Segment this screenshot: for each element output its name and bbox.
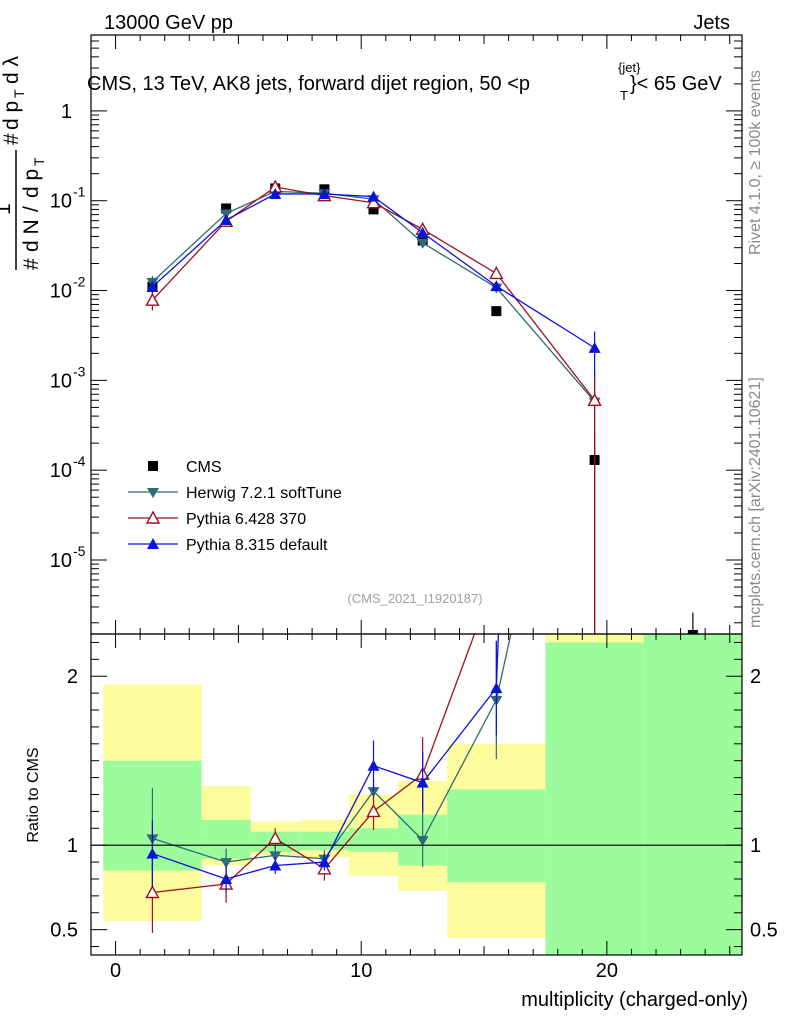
legend-marker-pythia8: [147, 538, 159, 549]
plot-title-sup: {jet}: [618, 60, 641, 75]
pythia8-ratio-point: [146, 847, 159, 859]
ratio-tick-label-right-2: 0.5: [750, 920, 778, 942]
herwig-ratio-point: [220, 858, 233, 869]
pythia6-ratio-point: [268, 830, 283, 845]
pythia6-ratio-point: [145, 885, 160, 899]
category-label: Jets: [693, 12, 730, 34]
cms-main-point-clipped: [687, 630, 698, 634]
svg-text:d N: d N: [20, 219, 43, 252]
y-tick-exp-4: -4: [73, 453, 86, 469]
pythia8-main-point: [367, 190, 380, 202]
pythia6-main-point: [366, 195, 381, 209]
svg-text:d p: d p: [0, 101, 23, 130]
svg-text:#: #: [0, 133, 23, 145]
pythia8-main-point: [318, 187, 331, 199]
pythia8-main-point: [220, 214, 233, 226]
pythia8-main-point: [269, 187, 282, 199]
pythia6-main-point: [587, 392, 602, 406]
pythia8-ratio-point: [220, 872, 233, 884]
legend-marker-pythia6: [145, 510, 161, 524]
ratio-tick-label-left-1: 1: [67, 835, 78, 857]
y-tick-exp-5: -5: [73, 543, 86, 559]
energy-label: 13000 GeV pp: [104, 12, 233, 34]
pythia8-main-line: [151, 193, 595, 349]
band-green-7: [545, 642, 644, 955]
pythia6-main-line: [151, 186, 596, 401]
pythia8-main-point: [146, 280, 159, 292]
cms-main-point: [221, 203, 232, 214]
mcplots-label: mcplots.cern.ch [arXiv:2401.10621]: [747, 377, 764, 628]
pythia6-main-point: [145, 292, 160, 306]
y-tick-label-4: 10: [50, 460, 72, 482]
cms-main-point: [491, 306, 502, 317]
pythia6-main-point: [489, 265, 504, 280]
y-tick-label-0: 1: [61, 101, 72, 123]
svg-text:d p: d p: [20, 169, 43, 198]
herwig-main-point: [416, 238, 429, 249]
plot-title: CMS, 13 TeV, AK8 jets, forward dijet reg…: [87, 60, 722, 103]
main-series: [145, 179, 698, 634]
y-tick-exp-1: -1: [73, 184, 86, 200]
pythia6-ratio-point: [366, 803, 381, 818]
x-axis-title: multiplicity (charged-only): [521, 989, 748, 1011]
y-tick-label-3: 10: [50, 370, 72, 392]
plot-title-main: CMS, 13 TeV, AK8 jets, forward dijet reg…: [87, 73, 530, 95]
cms-main-point: [368, 204, 379, 215]
pythia8-ratio-line: [152, 634, 500, 880]
svg-text:d λ: d λ: [0, 55, 23, 84]
band-green-6: [447, 789, 546, 883]
x-tick-label-1: 10: [350, 960, 372, 982]
ratio-tick-label-right-1: 1: [750, 835, 761, 857]
x-tick-label-0: 0: [110, 960, 121, 982]
pythia8-ratio-point: [490, 682, 503, 694]
herwig-ratio-point: [269, 851, 282, 862]
band-green-8: [643, 634, 742, 955]
herwig-main-line: [151, 190, 596, 403]
svg-text:1: 1: [0, 203, 15, 215]
y-axis-title: # d N / d p T 1 # d p T d λ # d 2 N: [0, 55, 47, 270]
legend: CMS Herwig 7.2.1 softTune Pythia 6.428 370…: [128, 459, 342, 554]
analysis-id: (CMS_2021_I1920187): [347, 591, 482, 606]
svg-text:#: #: [20, 258, 43, 270]
ratio-tick-label-right-0: 2: [750, 666, 761, 688]
y-tick-label-2: 10: [50, 281, 72, 303]
pythia8-main-point: [490, 280, 503, 292]
legend-marker-cms: [148, 461, 158, 471]
pythia8-ratio-point: [269, 859, 282, 871]
x-tick-label-2: 20: [596, 960, 618, 982]
ratio-tick-label-left-2: 0.5: [50, 920, 78, 942]
plot-title-sub: T: [620, 88, 628, 103]
svg-text:/: /: [20, 206, 43, 212]
pythia8-ratio-point: [416, 776, 429, 788]
legend-label-pythia6: Pythia 6.428 370: [186, 511, 306, 528]
pythia8-main-point: [416, 226, 429, 238]
pythia8-main-point: [588, 341, 601, 353]
ratio-uncertainty-bands: [103, 634, 742, 955]
legend-marker-herwig: [147, 488, 159, 498]
ratio-tick-label-left-0: 2: [67, 666, 78, 688]
plot-title-suffix: }< 65 GeV: [630, 73, 722, 95]
legend-label-cms: CMS: [186, 459, 222, 476]
ratio-axis-title: Ratio to CMS: [25, 747, 42, 842]
herwig-ratio-point: [367, 787, 380, 798]
y-tick-label-1: 10: [50, 191, 72, 213]
svg-text:T: T: [11, 89, 27, 98]
rivet-label: Rivet 4.1.0, ≥ 100k events: [747, 70, 764, 255]
svg-text:T: T: [31, 157, 47, 166]
herwig-ratio-line: [152, 634, 512, 863]
ratio-series: [145, 634, 512, 934]
band-green-4: [348, 828, 399, 852]
legend-label-herwig: Herwig 7.2.1 softTune: [186, 485, 342, 502]
pythia8-ratio-point: [367, 759, 380, 771]
pythia8-ratio-point: [318, 856, 331, 868]
y-tick-exp-2: -2: [73, 274, 86, 290]
legend-label-pythia8: Pythia 8.315 default: [186, 537, 328, 554]
y-tick-label-5: 10: [50, 550, 72, 572]
herwig-ratio-point: [416, 836, 429, 847]
y-tick-exp-3: -3: [73, 363, 86, 379]
